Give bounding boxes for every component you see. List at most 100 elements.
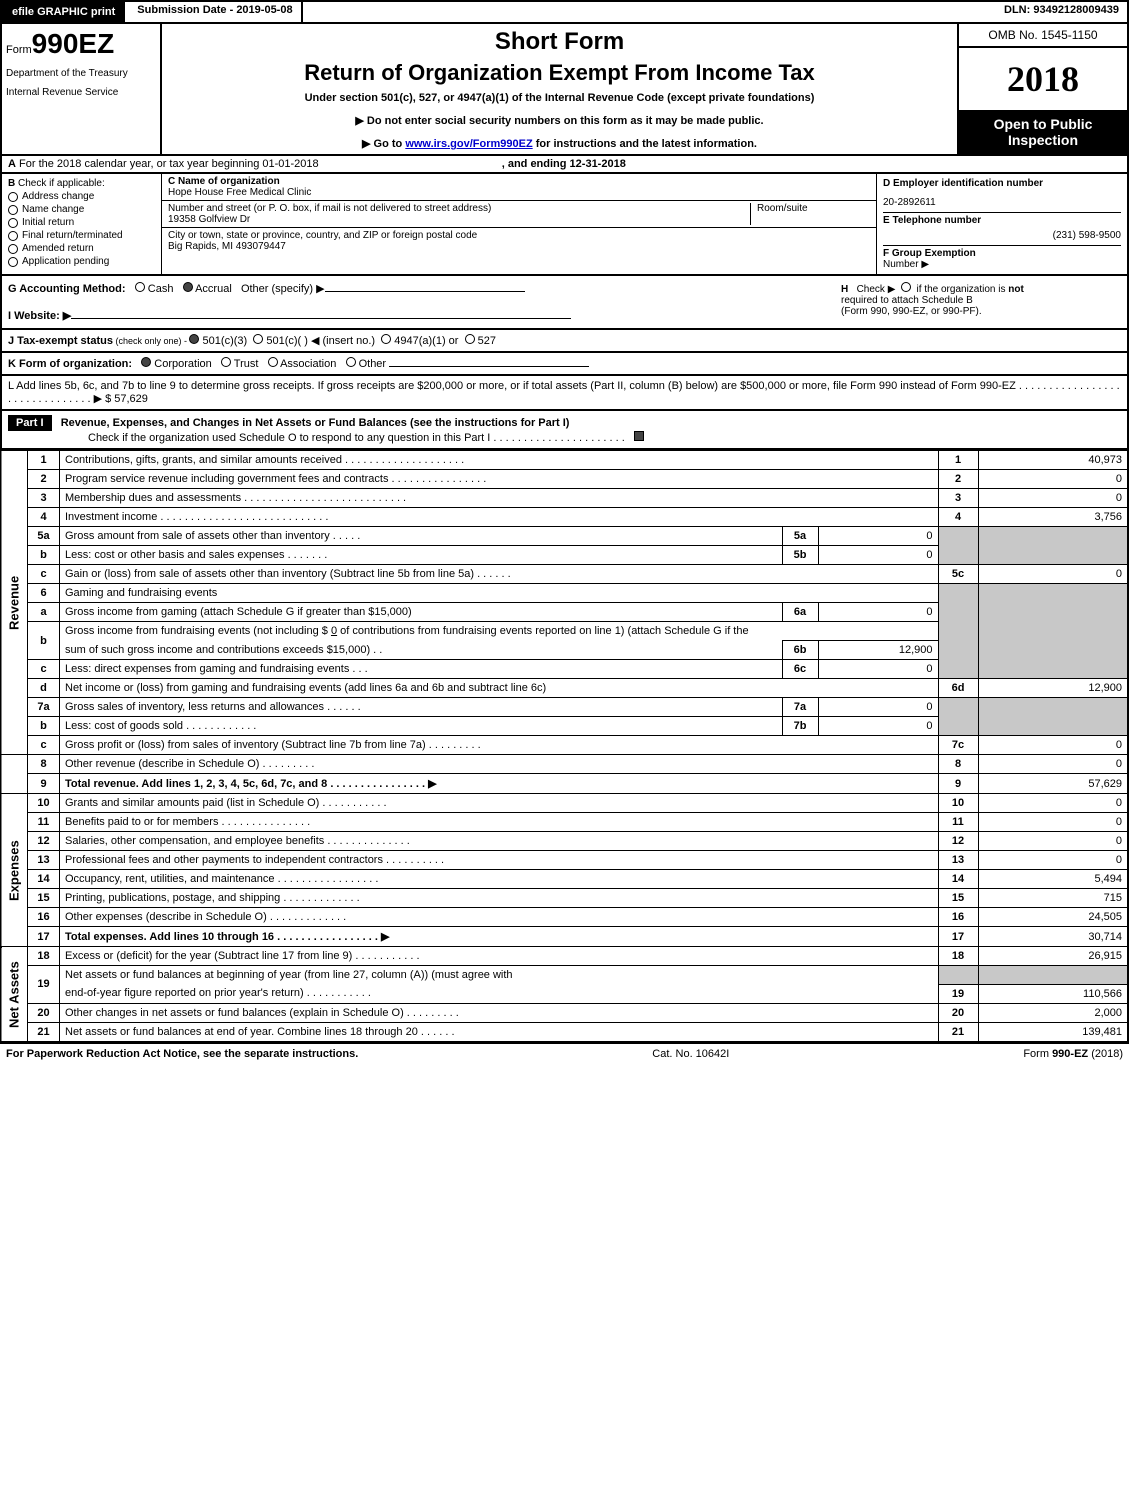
- part1-title: Revenue, Expenses, and Changes in Net As…: [61, 417, 570, 429]
- line-num: 3: [28, 489, 60, 508]
- radio-icon[interactable]: [221, 357, 231, 367]
- line-desc: Grants and similar amounts paid (list in…: [60, 794, 939, 813]
- city-label: City or town, state or province, country…: [168, 230, 477, 241]
- cash-label: Cash: [148, 283, 174, 295]
- netassets-sidelabel: Net Assets: [1, 947, 28, 1042]
- num-col: 20: [938, 1003, 978, 1022]
- num-col: 19: [938, 984, 978, 1003]
- line-num: 9: [28, 774, 60, 794]
- tax-year: 2018: [959, 48, 1127, 110]
- part1-header-row: Part I Revenue, Expenses, and Changes in…: [0, 411, 1129, 450]
- subtitle: Under section 501(c), 527, or 4947(a)(1)…: [170, 92, 949, 104]
- section-bc: B Check if applicable: Address change Na…: [0, 174, 1129, 276]
- section-g: G Accounting Method: Cash Accrual Other …: [0, 276, 1129, 330]
- num-col: 13: [938, 851, 978, 870]
- website-input[interactable]: [71, 318, 571, 319]
- other-specify-input[interactable]: [325, 291, 525, 292]
- check-label: Application pending: [22, 256, 109, 267]
- part1-check-text: Check if the organization used Schedule …: [88, 432, 625, 444]
- section-j: J Tax-exempt status (check only one) - 5…: [0, 330, 1129, 353]
- val-col: 57,629: [978, 774, 1128, 794]
- line-desc: end-of-year figure reported on prior yea…: [60, 984, 939, 1003]
- website-label: I Website: ▶: [8, 310, 71, 322]
- val-col: 0: [978, 851, 1128, 870]
- radio-icon[interactable]: [183, 282, 193, 292]
- return-title: Return of Organization Exempt From Incom…: [170, 60, 949, 86]
- num-col: 5c: [938, 565, 978, 584]
- checkbox-icon[interactable]: [634, 431, 644, 441]
- table-row: 12 Salaries, other compensation, and emp…: [1, 832, 1128, 851]
- j-opt1: 501(c)(3): [203, 335, 248, 347]
- radio-icon: [8, 192, 18, 202]
- radio-icon[interactable]: [901, 282, 911, 292]
- line-desc: Other expenses (describe in Schedule O) …: [60, 908, 939, 927]
- table-row: 11 Benefits paid to or for members . . .…: [1, 813, 1128, 832]
- num-col: 7c: [938, 736, 978, 755]
- table-row: 17 Total expenses. Add lines 10 through …: [1, 927, 1128, 947]
- num-col: 9: [938, 774, 978, 794]
- k-corp: Corporation: [154, 358, 211, 370]
- col-b: B Check if applicable: Address change Na…: [2, 174, 162, 274]
- val-col: 0: [978, 736, 1128, 755]
- line-desc: Gross profit or (loss) from sales of inv…: [60, 736, 939, 755]
- line-desc: Total expenses. Add lines 10 through 16 …: [60, 927, 939, 947]
- check-address-change[interactable]: Address change: [8, 191, 155, 202]
- line-num: 20: [28, 1003, 60, 1022]
- ssn-warning: ▶ Do not enter social security numbers o…: [170, 114, 949, 127]
- radio-icon[interactable]: [189, 334, 199, 344]
- radio-icon[interactable]: [135, 282, 145, 292]
- check-initial-return[interactable]: Initial return: [8, 217, 155, 228]
- check-name-change[interactable]: Name change: [8, 204, 155, 215]
- accrual-label: Accrual: [195, 283, 232, 295]
- line-num: 10: [28, 794, 60, 813]
- line-desc: sum of such gross income and contributio…: [60, 641, 783, 660]
- val-col: 0: [978, 813, 1128, 832]
- check-final-return[interactable]: Final return/terminated: [8, 230, 155, 241]
- num-col: 2: [938, 470, 978, 489]
- footer-left: For Paperwork Reduction Act Notice, see …: [6, 1048, 358, 1060]
- section-l: L Add lines 5b, 6c, and 7b to line 9 to …: [0, 376, 1129, 411]
- shaded-cell: [938, 527, 978, 565]
- shaded-cell: [978, 527, 1128, 565]
- val-col: 0: [978, 470, 1128, 489]
- line-num: b: [28, 622, 60, 660]
- table-row: 9 Total revenue. Add lines 1, 2, 3, 4, 5…: [1, 774, 1128, 794]
- k-other-input[interactable]: [389, 366, 589, 367]
- other-label: Other (specify) ▶: [241, 283, 325, 295]
- j-opt4: 527: [478, 335, 496, 347]
- val-col: 0: [978, 565, 1128, 584]
- efile-print-button[interactable]: efile GRAPHIC print: [2, 2, 125, 22]
- radio-icon[interactable]: [141, 357, 151, 367]
- val-col: 26,915: [978, 947, 1128, 966]
- sub-val: 0: [818, 603, 938, 622]
- radio-icon[interactable]: [381, 334, 391, 344]
- h-not: not: [1008, 284, 1024, 295]
- radio-icon: [8, 244, 18, 254]
- h-label: H: [841, 284, 848, 295]
- radio-icon: [8, 218, 18, 228]
- line-num: 21: [28, 1022, 60, 1042]
- num-col: 21: [938, 1022, 978, 1042]
- radio-icon[interactable]: [346, 357, 356, 367]
- radio-icon: [8, 257, 18, 267]
- table-row: 21 Net assets or fund balances at end of…: [1, 1022, 1128, 1042]
- shaded-cell: [978, 698, 1128, 736]
- radio-icon[interactable]: [268, 357, 278, 367]
- goto-link[interactable]: www.irs.gov/Form990EZ: [405, 138, 532, 150]
- num-col: 10: [938, 794, 978, 813]
- line-desc: Gain or (loss) from sale of assets other…: [60, 565, 939, 584]
- revenue-sidelabel: Revenue: [1, 451, 28, 755]
- g-label: G Accounting Method:: [8, 283, 126, 295]
- check-application-pending[interactable]: Application pending: [8, 256, 155, 267]
- sub-val: 12,900: [818, 641, 938, 660]
- num-col: 16: [938, 908, 978, 927]
- table-row: 13 Professional fees and other payments …: [1, 851, 1128, 870]
- radio-icon[interactable]: [465, 334, 475, 344]
- line-num: 16: [28, 908, 60, 927]
- line-desc: Excess or (deficit) for the year (Subtra…: [60, 947, 939, 966]
- radio-icon[interactable]: [253, 334, 263, 344]
- num-col: 17: [938, 927, 978, 947]
- check-amended-return[interactable]: Amended return: [8, 243, 155, 254]
- line-num: 5a: [28, 527, 60, 546]
- k-label: K Form of organization:: [8, 358, 132, 370]
